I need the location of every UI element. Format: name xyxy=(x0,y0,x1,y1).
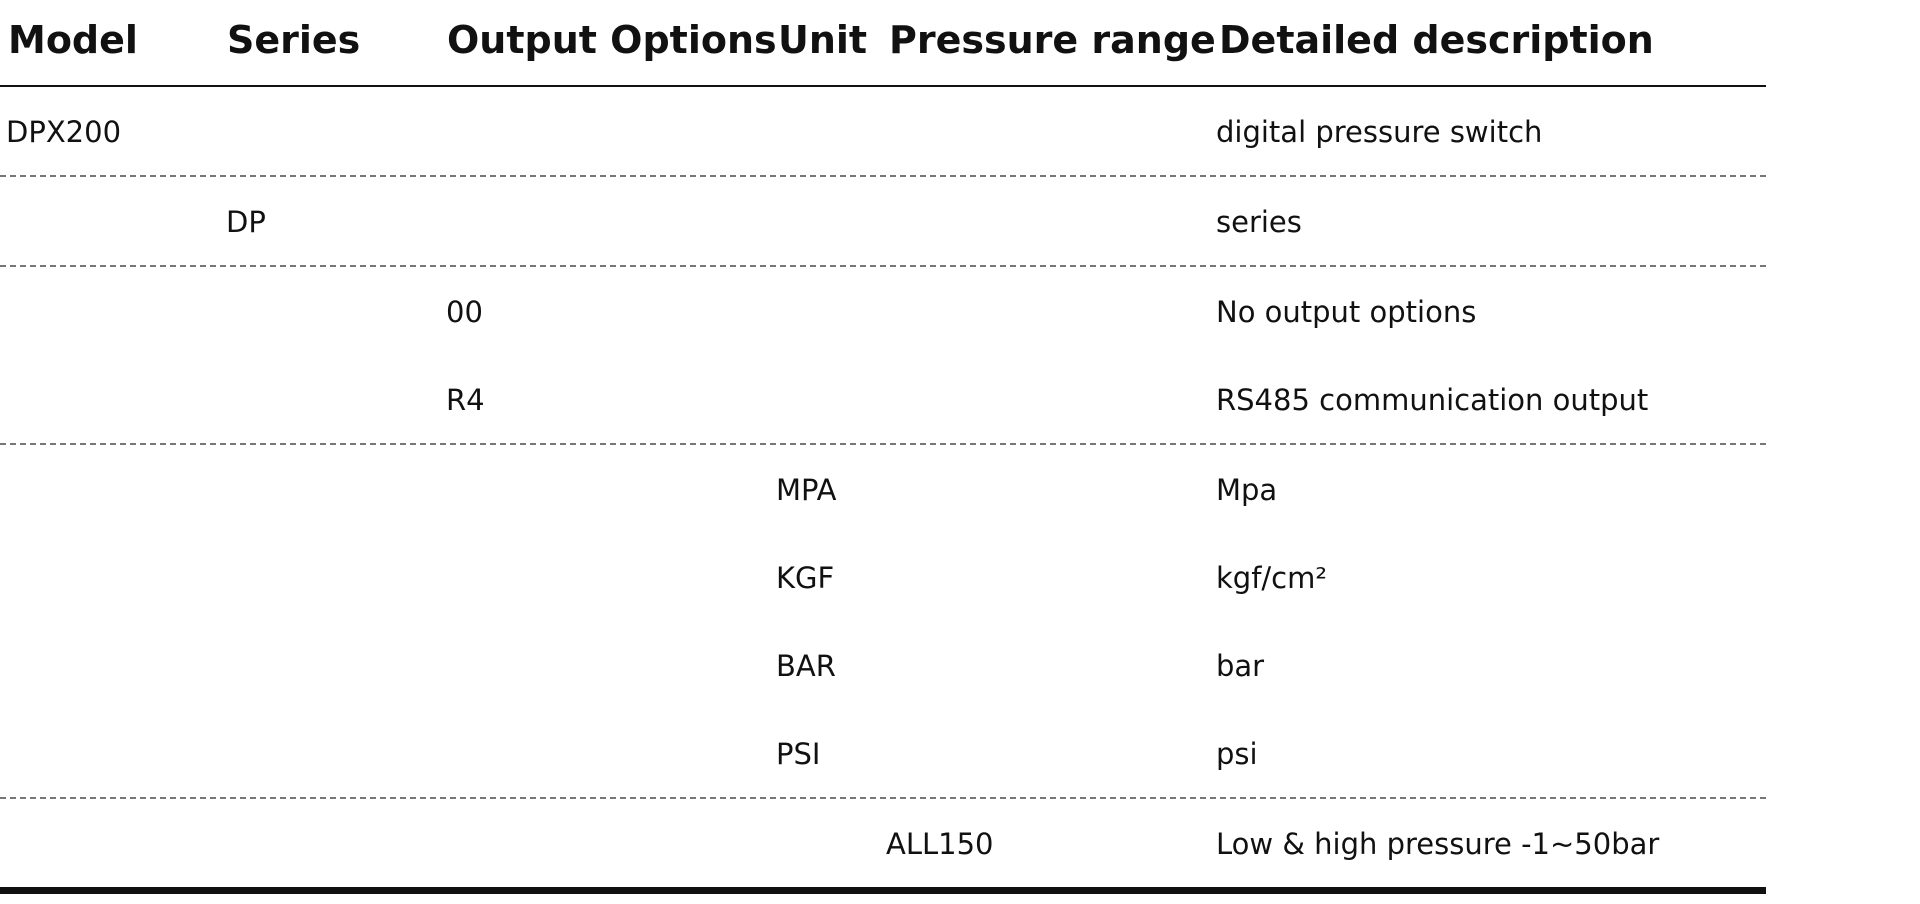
spec-table: Model Series Output Options Unit Pressur… xyxy=(0,0,1766,894)
table-row: 00 No output options xyxy=(0,267,1766,355)
output-code: 00 xyxy=(446,295,483,329)
header-pressure-range: Pressure range xyxy=(889,18,1216,62)
series-description: series xyxy=(1216,205,1302,239)
table-row: MPA Mpa xyxy=(0,445,1766,533)
output-description: No output options xyxy=(1216,295,1477,329)
pressure-range-description: Low & high pressure -1~50bar xyxy=(1216,827,1660,861)
model-code: DPX200 xyxy=(6,115,122,149)
group-series: DP series xyxy=(0,177,1766,267)
header-series: Series xyxy=(227,18,361,62)
unit-code: KGF xyxy=(776,561,835,595)
header-unit: Unit xyxy=(778,18,868,62)
series-code: DP xyxy=(226,205,266,239)
table-row: KGF kgf/cm² xyxy=(0,533,1766,621)
header-detailed-description: Detailed description xyxy=(1219,18,1654,62)
unit-description: bar xyxy=(1216,649,1265,683)
pressure-range-code: ALL150 xyxy=(886,827,994,861)
table-row: DP series xyxy=(0,177,1766,265)
table-row: R4 RS485 communication output xyxy=(0,355,1766,443)
unit-code: BAR xyxy=(776,649,836,683)
table-row: BAR bar xyxy=(0,621,1766,709)
unit-description: kgf/cm² xyxy=(1216,561,1328,595)
group-output-options: 00 No output options R4 RS485 communicat… xyxy=(0,267,1766,445)
group-model: DPX200 digital pressure switch xyxy=(0,87,1766,177)
table-row: PSI psi xyxy=(0,709,1766,797)
model-description: digital pressure switch xyxy=(1216,115,1543,149)
table-row: DPX200 digital pressure switch xyxy=(0,87,1766,175)
group-pressure-range: ALL150 Low & high pressure -1~50bar xyxy=(0,799,1766,894)
header-model: Model xyxy=(8,18,138,62)
group-unit: MPA Mpa KGF kgf/cm² BAR bar PSI psi xyxy=(0,445,1766,799)
unit-code: PSI xyxy=(776,737,821,771)
unit-description: Mpa xyxy=(1216,473,1278,507)
unit-code: MPA xyxy=(776,473,837,507)
header-output-options: Output Options xyxy=(447,18,777,62)
table-header: Model Series Output Options Unit Pressur… xyxy=(0,0,1766,87)
table-row: ALL150 Low & high pressure -1~50bar xyxy=(0,799,1766,887)
output-code: R4 xyxy=(446,383,485,417)
output-description: RS485 communication output xyxy=(1216,383,1649,417)
unit-description: psi xyxy=(1216,737,1258,771)
